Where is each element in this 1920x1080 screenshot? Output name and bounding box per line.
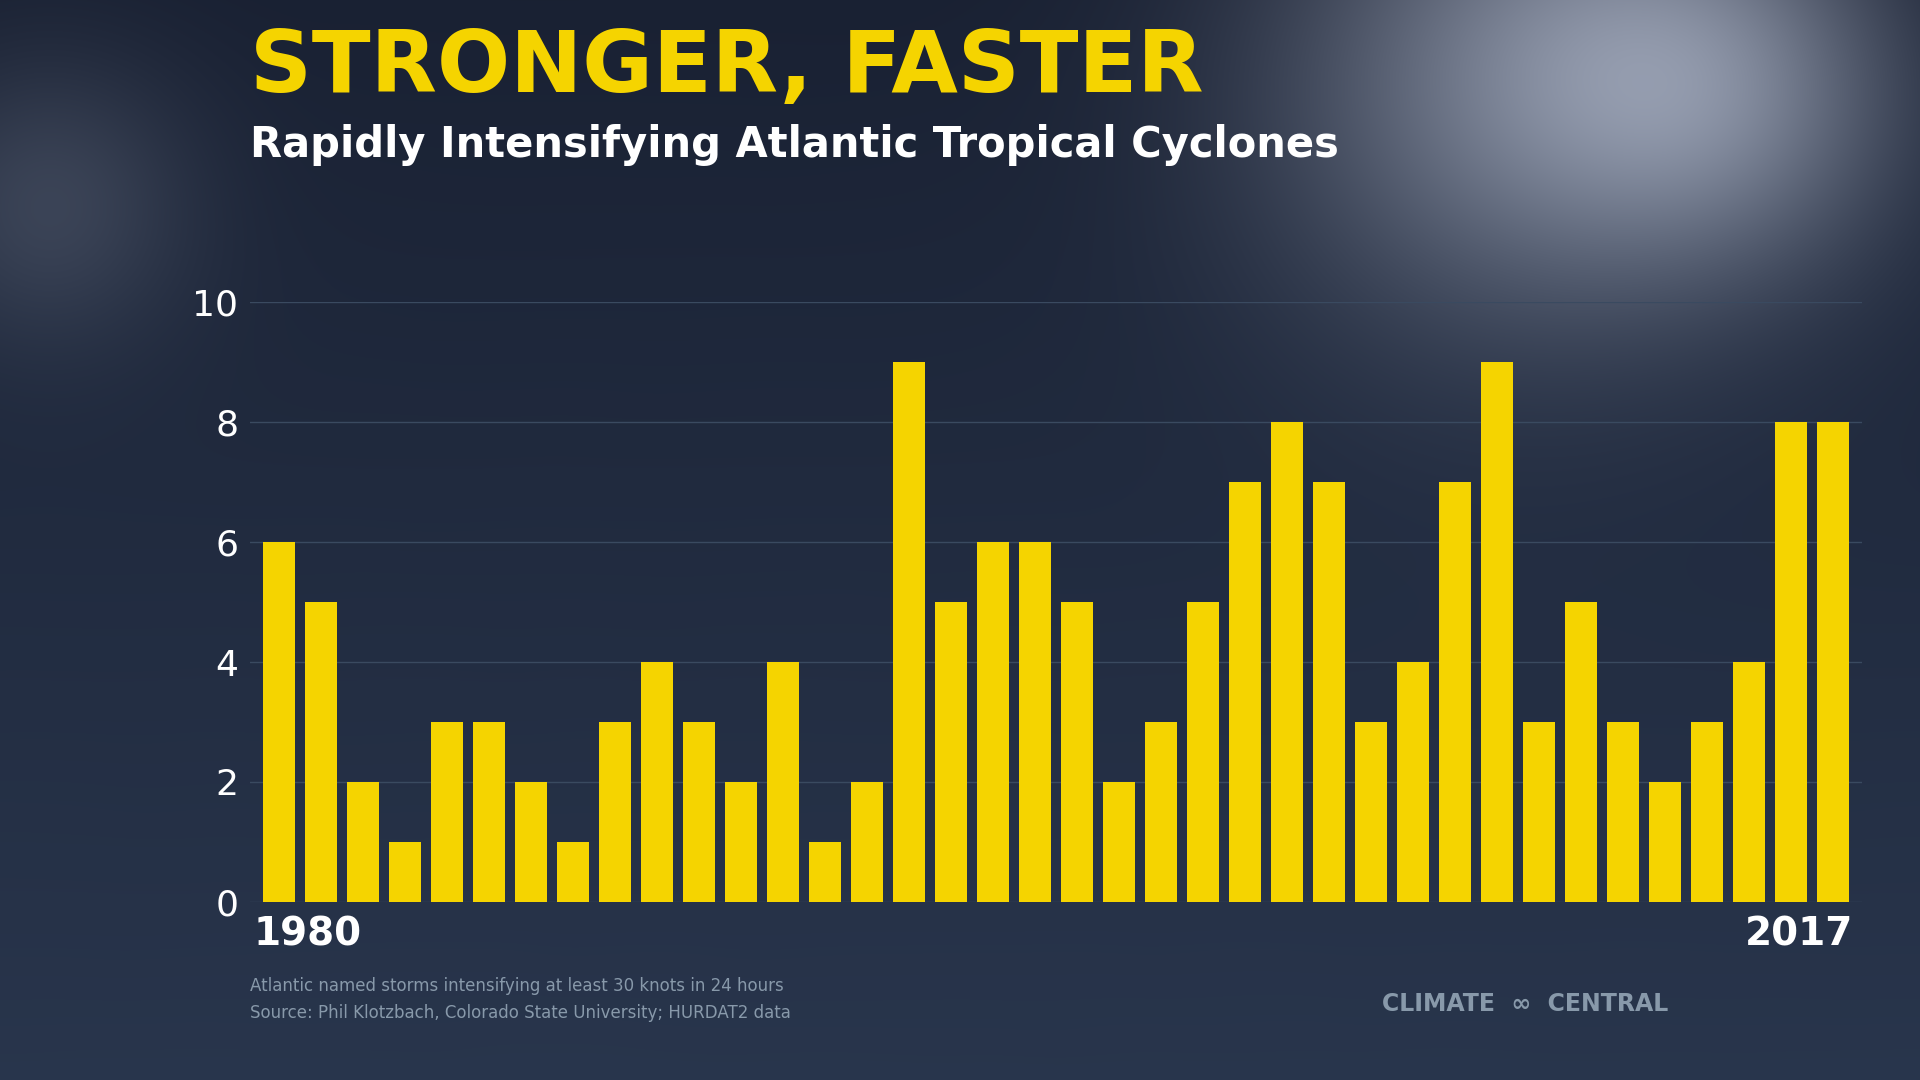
Text: CLIMATE  ∞  CENTRAL: CLIMATE ∞ CENTRAL [1382, 993, 1668, 1016]
Bar [1480, 362, 1513, 902]
Bar [1440, 482, 1471, 902]
Bar [977, 542, 1008, 902]
Bar [851, 782, 883, 902]
Bar [1565, 602, 1597, 902]
Bar [1062, 602, 1092, 902]
Bar [1104, 782, 1135, 902]
Bar [557, 842, 589, 902]
Bar [390, 842, 420, 902]
Bar [1187, 602, 1219, 902]
Bar [1816, 422, 1849, 902]
Bar [1692, 721, 1722, 902]
Bar [1398, 662, 1428, 902]
Bar [1313, 482, 1344, 902]
Bar [1523, 721, 1555, 902]
Bar [1144, 721, 1177, 902]
Bar [1607, 721, 1640, 902]
Bar [432, 721, 463, 902]
Bar [1649, 782, 1680, 902]
Text: 1980: 1980 [253, 915, 361, 954]
Text: Rapidly Intensifying Atlantic Tropical Cyclones: Rapidly Intensifying Atlantic Tropical C… [250, 124, 1338, 166]
Bar [515, 782, 547, 902]
Bar [768, 662, 799, 902]
Text: Atlantic named storms intensifying at least 30 knots in 24 hours
Source: Phil Kl: Atlantic named storms intensifying at le… [250, 977, 791, 1022]
Text: STRONGER, FASTER: STRONGER, FASTER [250, 27, 1204, 110]
Bar [1229, 482, 1261, 902]
Bar [472, 721, 505, 902]
Bar [1271, 422, 1304, 902]
Bar [348, 782, 378, 902]
Bar [1734, 662, 1764, 902]
Bar [305, 602, 336, 902]
Bar [263, 542, 296, 902]
Bar [726, 782, 756, 902]
Bar [1776, 422, 1807, 902]
Bar [1020, 542, 1050, 902]
Bar [599, 721, 632, 902]
Bar [808, 842, 841, 902]
Bar [893, 362, 925, 902]
Bar [935, 602, 968, 902]
Text: 2017: 2017 [1745, 915, 1853, 954]
Bar [684, 721, 714, 902]
Bar [641, 662, 672, 902]
Bar [1356, 721, 1386, 902]
